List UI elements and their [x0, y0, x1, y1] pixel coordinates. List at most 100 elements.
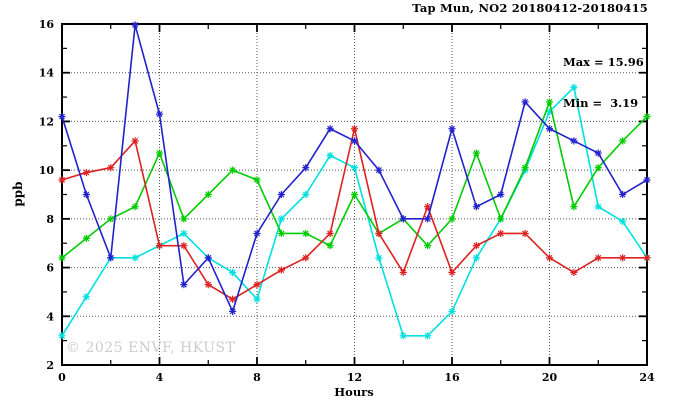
series-red-marker: [302, 254, 309, 261]
series-red-marker: [424, 203, 431, 210]
series-cyan-marker: [59, 332, 65, 339]
y-tick-label: 14: [39, 67, 55, 80]
series-blue-marker: [497, 191, 504, 198]
series-red-marker: [619, 254, 626, 261]
series-green-marker: [546, 98, 553, 105]
series-blue-marker: [302, 164, 309, 171]
series-cyan-marker: [254, 296, 260, 303]
x-tick-label: 8: [253, 371, 261, 384]
series-green-marker: [205, 191, 212, 198]
series-red-marker: [278, 267, 285, 273]
series-cyan-marker: [473, 254, 480, 261]
series-red-marker: [59, 176, 65, 183]
series-cyan-marker: [400, 332, 407, 339]
series-green-marker: [156, 150, 163, 157]
series-red-marker: [400, 269, 407, 276]
x-tick-label: 16: [444, 371, 460, 384]
series-cyan-marker: [302, 191, 309, 198]
series-green-marker: [278, 230, 285, 237]
max-label: Max = 15.96: [563, 55, 644, 69]
x-tick-label: 0: [58, 371, 66, 384]
series-cyan-marker: [327, 152, 334, 159]
y-tick-label: 12: [39, 115, 54, 128]
series-green-marker: [644, 113, 650, 120]
series-cyan-marker: [278, 215, 285, 222]
series-cyan-marker: [375, 254, 382, 261]
series-blue-marker: [375, 167, 382, 174]
series-blue-marker: [424, 215, 431, 222]
series-cyan-marker: [83, 293, 90, 300]
series-blue-marker: [327, 125, 334, 132]
series-green-marker: [327, 242, 334, 249]
series-cyan-marker: [424, 332, 431, 339]
series-blue-marker: [205, 254, 212, 261]
chart-title: Tap Mun, NO2 20180412-20180415: [412, 1, 648, 15]
series-red-marker: [205, 281, 212, 288]
series-red-marker: [229, 296, 236, 303]
series-blue-marker: [546, 125, 553, 132]
series-green-marker: [83, 235, 90, 242]
x-axis-label: Hours: [334, 385, 374, 399]
series-blue-marker: [570, 137, 577, 144]
y-axis-label: ppb: [11, 181, 25, 207]
series-blue-marker: [595, 150, 602, 157]
series-green-marker: [59, 254, 65, 261]
series-blue-marker: [449, 125, 455, 132]
series-cyan-marker: [570, 84, 577, 91]
series-blue-marker: [83, 191, 90, 198]
series-blue-marker: [644, 176, 650, 183]
x-tick-label: 12: [347, 371, 362, 384]
series-red-marker: [107, 164, 114, 171]
series-red-marker: [570, 269, 577, 276]
series-red-marker: [546, 254, 553, 261]
y-tick-label: 4: [46, 310, 54, 323]
series-green-marker: [570, 203, 577, 210]
series-red-marker: [180, 242, 187, 249]
series-cyan-line: [61, 86, 648, 337]
series-blue-marker: [351, 137, 358, 144]
series-red-marker: [327, 230, 334, 237]
series-green-marker: [473, 150, 480, 157]
x-tick-label: 4: [156, 371, 164, 384]
series-red-marker: [254, 281, 260, 288]
series-green-marker: [132, 203, 139, 210]
series-cyan-marker: [351, 164, 358, 171]
series-blue-marker: [156, 111, 163, 118]
series-blue-marker: [473, 203, 480, 210]
series-red-marker: [156, 242, 163, 249]
series-red-marker: [644, 254, 650, 261]
series-red-marker: [375, 230, 382, 237]
series-blue-marker: [254, 230, 260, 237]
series-red-marker: [473, 242, 480, 249]
x-tick-label: 24: [639, 371, 655, 384]
series-green-marker: [351, 191, 358, 198]
series-green-marker: [497, 215, 504, 222]
y-tick-label: 6: [46, 262, 54, 275]
y-tick-label: 2: [46, 359, 54, 372]
series-red-marker: [83, 169, 90, 176]
y-tick-label: 8: [46, 213, 54, 226]
y-tick-label: 10: [39, 164, 55, 177]
watermark: © 2025 ENVF, HKUST: [66, 340, 236, 356]
series-red-marker: [351, 125, 358, 132]
series-red-marker: [497, 230, 504, 237]
plot-frame: [61, 23, 648, 366]
series-blue-marker: [107, 254, 114, 261]
y-tick-label: 16: [39, 18, 55, 31]
series-blue-marker: [180, 281, 187, 288]
series-cyan-marker: [229, 269, 236, 276]
series-cyan-marker: [132, 254, 139, 261]
min-label: Min = 3.19: [563, 95, 639, 110]
series-cyan-marker: [449, 308, 455, 315]
series-red-marker: [522, 230, 529, 237]
x-tick-label: 20: [542, 371, 558, 384]
series-blue-marker: [400, 215, 407, 222]
series-blue-marker: [522, 98, 529, 105]
series-green-marker: [107, 215, 114, 222]
series-red-marker: [132, 137, 139, 144]
series-blue-marker: [619, 191, 626, 198]
series-green-marker: [180, 215, 187, 222]
series-green-marker: [449, 215, 455, 222]
